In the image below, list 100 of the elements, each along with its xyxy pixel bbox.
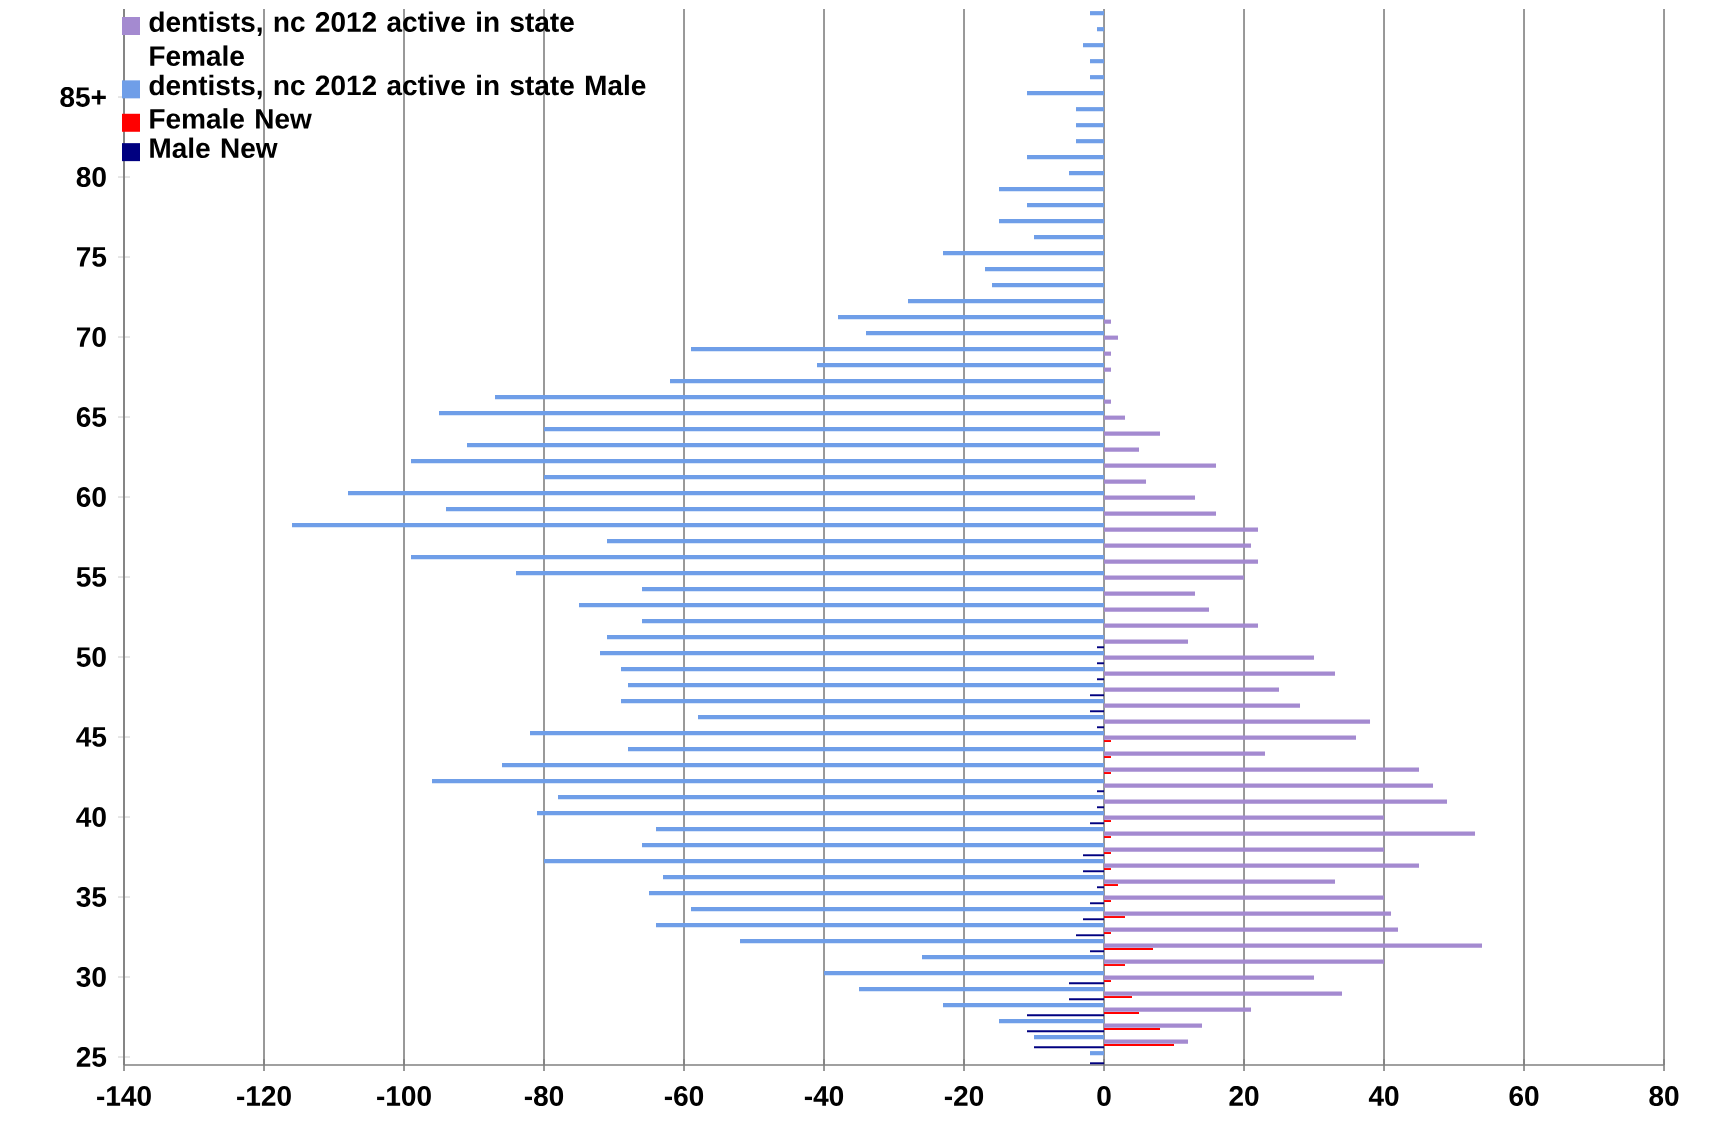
bar bbox=[908, 299, 1105, 304]
bar bbox=[1104, 687, 1280, 692]
bar bbox=[544, 475, 1105, 480]
bar bbox=[1104, 895, 1385, 900]
bar bbox=[1104, 927, 1399, 932]
y-tick-label: 80 bbox=[76, 167, 106, 187]
bar bbox=[1104, 831, 1476, 836]
bar bbox=[502, 763, 1105, 768]
bar bbox=[999, 187, 1105, 192]
bar bbox=[943, 1003, 1105, 1008]
bar bbox=[943, 251, 1105, 256]
bar bbox=[691, 347, 1105, 352]
bar bbox=[1104, 415, 1126, 420]
bar bbox=[1104, 351, 1112, 356]
bar bbox=[1027, 155, 1105, 160]
bar bbox=[1027, 203, 1105, 208]
bar bbox=[691, 907, 1105, 912]
bar bbox=[656, 923, 1105, 928]
bar bbox=[1104, 543, 1252, 548]
bar bbox=[656, 827, 1105, 832]
bar bbox=[1104, 847, 1385, 852]
bar bbox=[1104, 1039, 1189, 1044]
bar bbox=[817, 363, 1105, 368]
bar bbox=[985, 267, 1105, 272]
bar bbox=[1104, 975, 1315, 980]
bar bbox=[558, 795, 1105, 800]
bar bbox=[1104, 751, 1266, 756]
bar bbox=[1104, 783, 1434, 788]
bar bbox=[348, 491, 1105, 496]
bar bbox=[621, 699, 1105, 704]
bar bbox=[1034, 235, 1105, 240]
bar bbox=[992, 283, 1105, 288]
bar bbox=[866, 331, 1105, 336]
y-tick-label: 85+ bbox=[60, 87, 106, 107]
bar bbox=[1104, 703, 1301, 708]
x-tick-label: 60 bbox=[1509, 1086, 1539, 1106]
bar bbox=[530, 731, 1105, 736]
bar bbox=[628, 747, 1105, 752]
bar bbox=[1090, 11, 1105, 16]
bar bbox=[1104, 959, 1385, 964]
bar bbox=[1104, 559, 1259, 564]
bar bbox=[1104, 671, 1336, 676]
bar bbox=[663, 875, 1105, 880]
bar bbox=[642, 843, 1105, 848]
bar bbox=[1104, 879, 1336, 884]
bar bbox=[411, 555, 1105, 560]
y-tick-label: 35 bbox=[76, 887, 107, 907]
x-tick-label: -100 bbox=[377, 1086, 431, 1106]
bar bbox=[516, 571, 1105, 576]
y-tick-label: 60 bbox=[76, 487, 106, 507]
bar bbox=[1104, 367, 1112, 372]
x-tick-label: 20 bbox=[1229, 1086, 1259, 1106]
y-tick-label: 75 bbox=[76, 247, 107, 267]
bar bbox=[999, 1019, 1105, 1024]
bar bbox=[1104, 319, 1112, 324]
bar bbox=[740, 939, 1105, 944]
bar bbox=[642, 619, 1105, 624]
bar bbox=[1104, 911, 1392, 916]
bar bbox=[1104, 639, 1189, 644]
bar bbox=[1104, 607, 1210, 612]
bar bbox=[439, 411, 1105, 416]
bar bbox=[1090, 75, 1105, 80]
bar bbox=[1027, 91, 1105, 96]
bar bbox=[292, 523, 1105, 528]
bar bbox=[1104, 1023, 1203, 1028]
y-tick-label: 50 bbox=[76, 647, 106, 667]
bar bbox=[1069, 171, 1105, 176]
bar bbox=[467, 443, 1105, 448]
y-tick-label: 65 bbox=[76, 407, 107, 427]
bar bbox=[1104, 943, 1483, 948]
bar bbox=[1090, 59, 1105, 64]
legend-label: Male New bbox=[150, 137, 278, 159]
legend-label: dentists, nc 2012 active in state Male bbox=[149, 74, 646, 100]
x-tick-label: 0 bbox=[1097, 1086, 1111, 1106]
bar bbox=[859, 987, 1105, 992]
bar bbox=[1104, 495, 1196, 500]
bar bbox=[1104, 431, 1161, 436]
bar bbox=[1104, 575, 1245, 580]
bar bbox=[544, 859, 1105, 864]
bar bbox=[1090, 1051, 1105, 1056]
bar bbox=[1034, 1035, 1105, 1040]
bar bbox=[1083, 43, 1105, 48]
bar bbox=[1097, 27, 1105, 32]
bar bbox=[600, 651, 1105, 656]
bar bbox=[1104, 1007, 1252, 1012]
bar bbox=[537, 811, 1105, 816]
bar bbox=[1104, 527, 1259, 532]
legend-label: Female New bbox=[150, 108, 312, 129]
y-tick-label: 40 bbox=[76, 807, 106, 827]
bar bbox=[922, 955, 1105, 960]
y-tick-label: 70 bbox=[76, 327, 106, 347]
y-tick-label: 30 bbox=[76, 967, 106, 987]
bar bbox=[1076, 107, 1105, 112]
x-tick-label: 80 bbox=[1649, 1086, 1679, 1106]
bar bbox=[838, 315, 1105, 320]
bar bbox=[628, 683, 1105, 688]
y-tick-label: 25 bbox=[76, 1047, 107, 1067]
bar bbox=[1104, 735, 1357, 740]
bar bbox=[1104, 479, 1147, 484]
bar bbox=[1104, 719, 1371, 724]
